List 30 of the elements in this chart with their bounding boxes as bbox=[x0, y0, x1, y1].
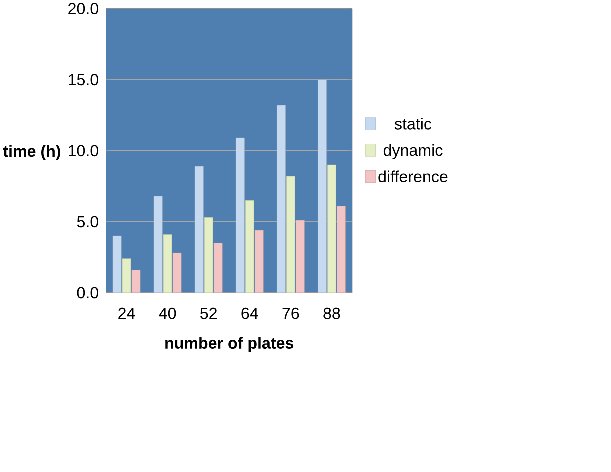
y-tick-label: 15.0 bbox=[69, 74, 98, 86]
bar bbox=[276, 105, 286, 293]
bar bbox=[286, 176, 296, 293]
y-tick-label: 0.0 bbox=[77, 287, 98, 299]
bar bbox=[163, 234, 172, 293]
bar bbox=[122, 258, 132, 293]
bar bbox=[254, 230, 264, 293]
bar bbox=[204, 218, 214, 293]
bar bbox=[236, 138, 245, 293]
legend-label: difference bbox=[378, 170, 448, 183]
bar bbox=[336, 206, 346, 293]
legend-label: static bbox=[394, 118, 432, 130]
bar bbox=[318, 80, 327, 293]
bar bbox=[327, 164, 336, 293]
legend-label: dynamic bbox=[384, 144, 443, 160]
x-tick-label: 24 bbox=[118, 308, 136, 320]
x-axis-title: number of plates bbox=[166, 337, 294, 352]
y-tick-label: 5.0 bbox=[77, 216, 98, 228]
y-tick-label: 20.0 bbox=[68, 3, 98, 15]
y-axis-title: time (h) bbox=[3, 145, 60, 160]
x-tick-label: 88 bbox=[324, 308, 340, 320]
x-tick-label: 64 bbox=[242, 308, 258, 320]
x-tick-label: 40 bbox=[159, 308, 176, 320]
y-tick-label: 10.0 bbox=[69, 145, 98, 157]
bar bbox=[194, 166, 204, 293]
bar bbox=[245, 200, 254, 293]
x-tick-label: 76 bbox=[282, 308, 300, 320]
bar bbox=[154, 196, 163, 293]
bar bbox=[296, 220, 305, 293]
x-tick-label: 52 bbox=[200, 308, 217, 320]
